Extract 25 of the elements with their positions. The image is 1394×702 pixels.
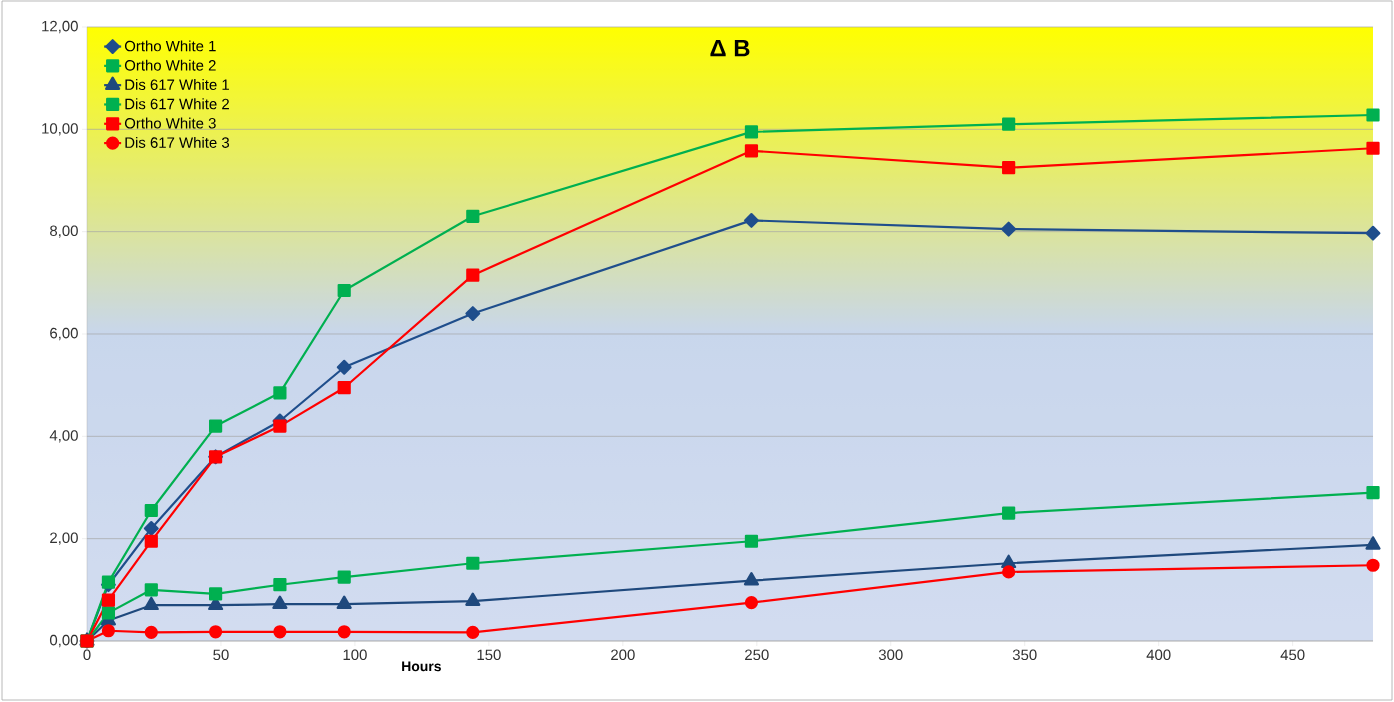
y-tick-label: 0,00 [49,634,78,648]
legend-label: Ortho White 2 [124,59,216,71]
chart-title: Δ B [710,39,750,57]
legend-label: Dis 617 White 3 [125,136,230,148]
x-tick-label: 200 [611,649,635,661]
x-tick-label: 0 [83,649,91,661]
y-tick-label: 4,00 [49,430,78,443]
x-tick-label: 150 [477,649,501,661]
x-tick-label: 450 [1280,649,1305,661]
x-tick-label: 400 [1146,649,1171,661]
y-tick-label: 12,00 [42,20,78,34]
x-tick-label: 350 [1012,649,1037,661]
x-axis-title: Hours [402,661,441,672]
x-tick-label: 100 [343,649,367,661]
y-tick-label: 8,00 [50,225,78,238]
x-tick-label: 50 [213,649,229,661]
x-tick-label: 250 [745,649,769,661]
legend-label: Ortho White 1 [124,40,216,52]
y-tick-label: 6,00 [50,327,78,341]
legend-label: Ortho White 3 [124,117,216,129]
legend-label: Dis 617 White 1 [125,79,229,90]
y-tick-label: 10,00 [42,123,78,136]
x-tick-label: 300 [878,649,903,661]
legend-label: Dis 617 White 2 [125,98,229,110]
y-tick-label: 2,00 [50,532,78,545]
